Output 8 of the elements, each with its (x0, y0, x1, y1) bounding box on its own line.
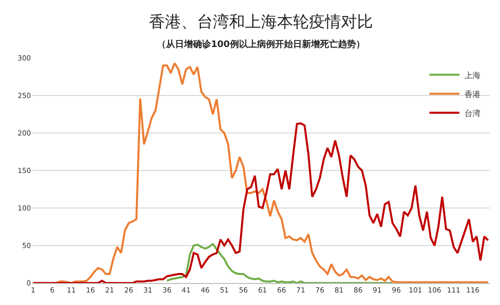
line-series (55, 62, 490, 283)
chart-subtitle: （从日增确诊100例以上病例开始日新增死亡趋势） (157, 39, 365, 50)
legend-label: 香港 (464, 90, 480, 99)
line-series (166, 243, 394, 283)
line-series (32, 122, 490, 283)
legend-label: 上海 (464, 70, 480, 80)
chart-title: 香港、台湾和上海本轮疫情对比 (149, 12, 373, 31)
legend-label: 台湾 (464, 108, 480, 118)
